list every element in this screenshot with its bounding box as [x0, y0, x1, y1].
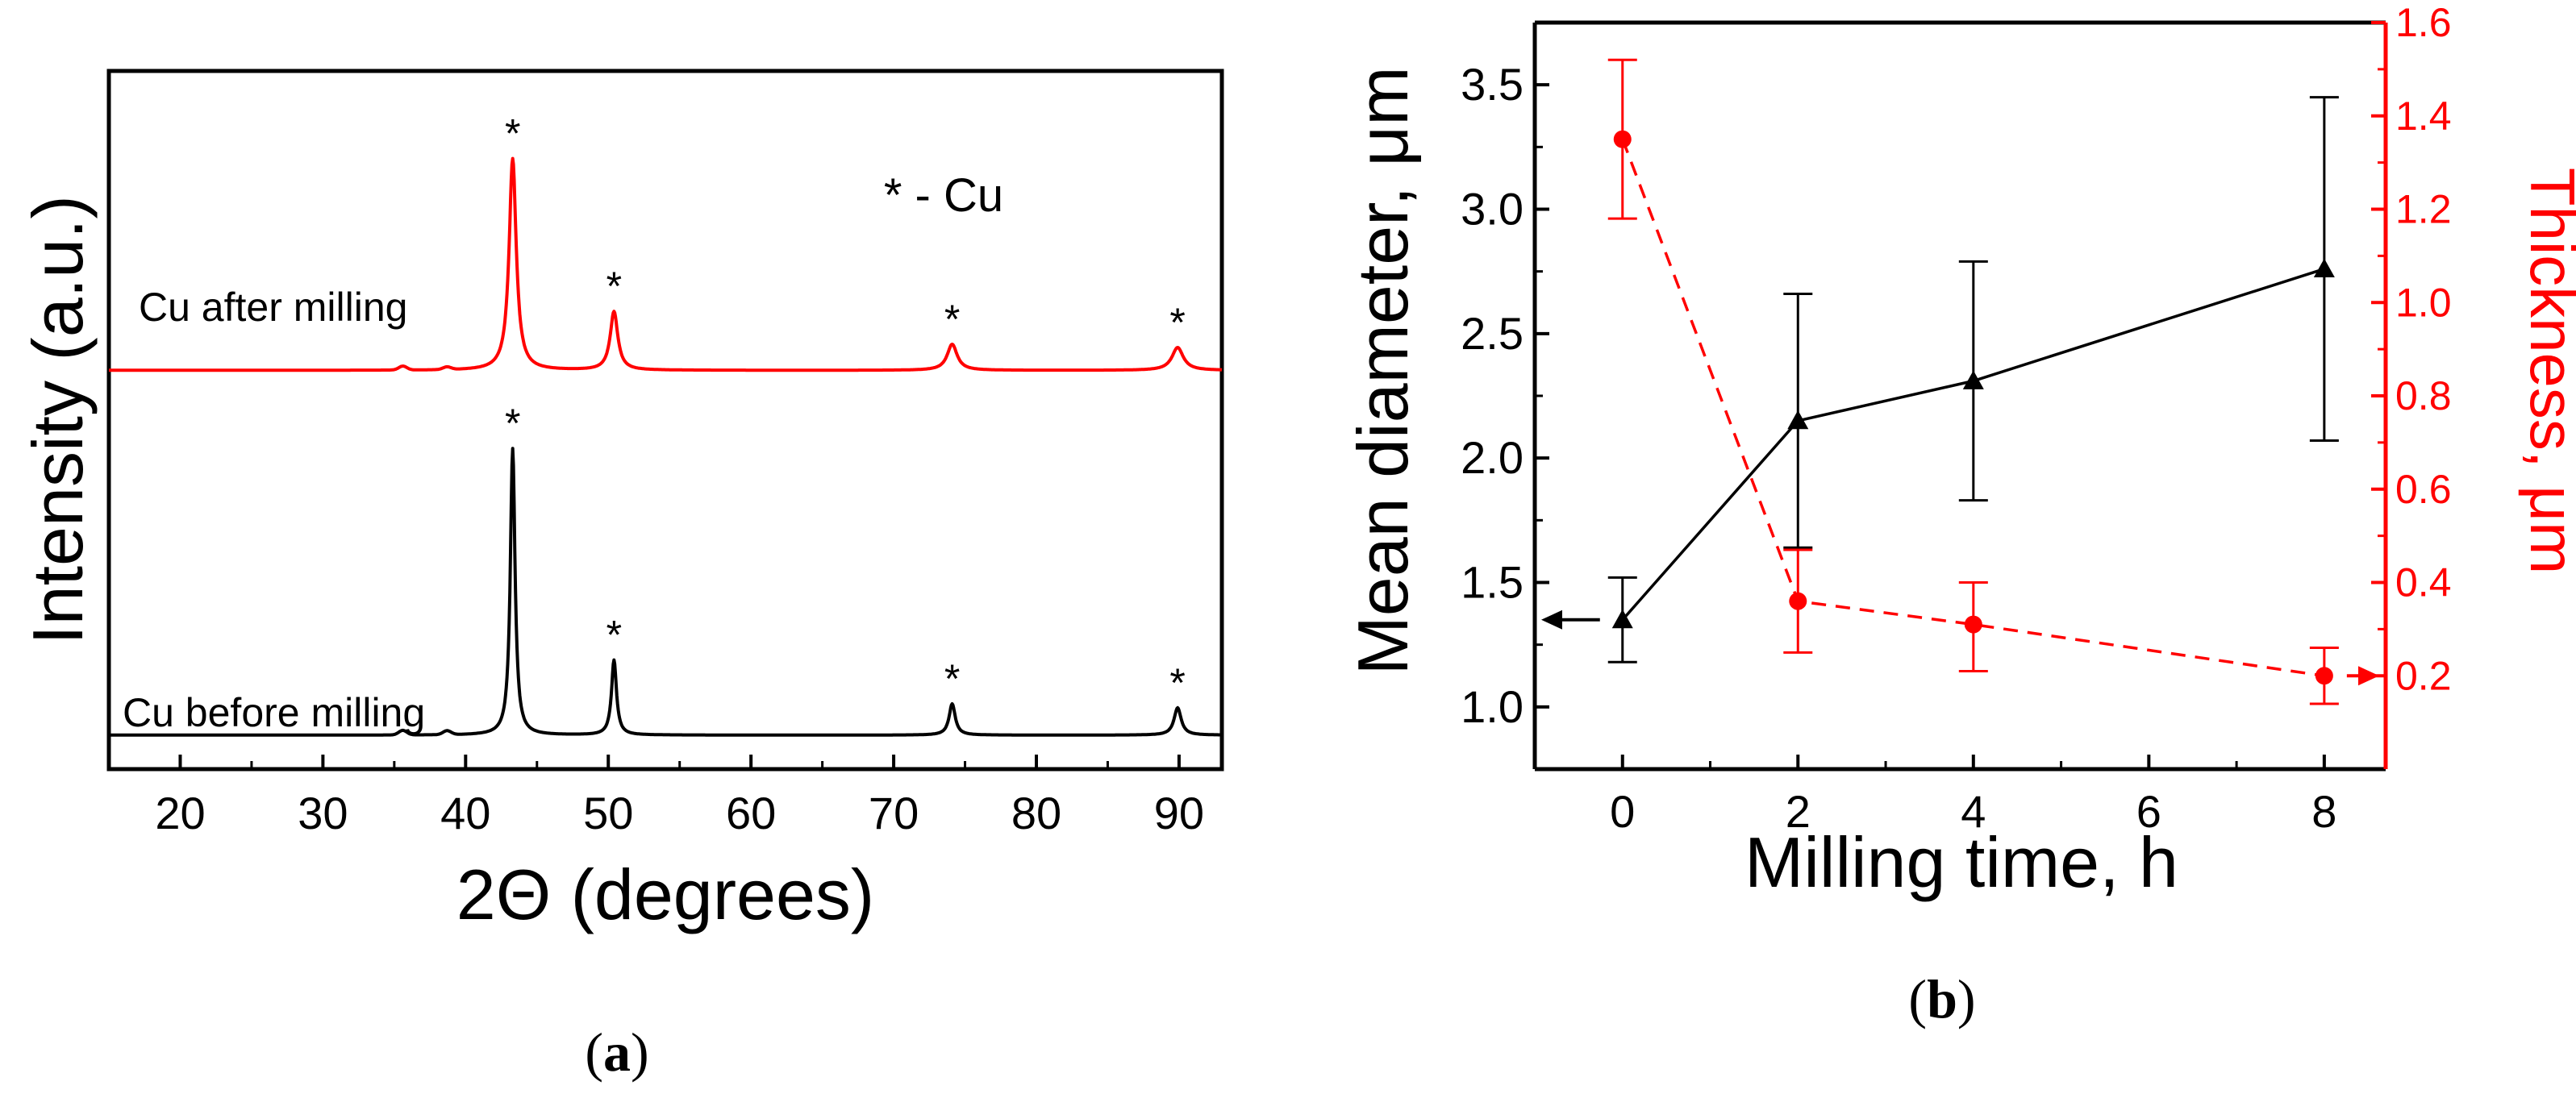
peak-marker-star: *: [505, 401, 520, 446]
right-y-tick-label: 0.4: [2395, 560, 2452, 605]
x-tick-label: 70: [869, 788, 919, 838]
x-tick-label: 20: [155, 788, 205, 838]
left-y-tick-label: 2.0: [1461, 432, 1524, 483]
panel-a-xrd-chart: 20 30 40 50 60 70 80 90 * * * * * * * * * - Cu Cu afte…: [18, 69, 1224, 1083]
panel-a-y-axis-title: Intensity (a.u.): [18, 195, 98, 645]
peak-marker-star: *: [944, 656, 960, 701]
panel-b-label: (b): [1908, 968, 1975, 1030]
x-tick-label: 8: [2311, 786, 2336, 837]
xrd-pattern-cu-after-milling: [107, 156, 1223, 372]
thickness-point: [2315, 667, 2333, 685]
right-y-tick-label: 0.6: [2395, 467, 2452, 512]
panel-a-x-ticks: 20 30 40 50 60 70 80 90: [107, 755, 1204, 838]
panel-b-label-close: ): [1957, 968, 1976, 1030]
peak-marker-star: *: [1169, 300, 1185, 345]
mean-diameter-line: [1621, 267, 2325, 621]
panel-b-right-y-ticks: 0.2 0.4 0.6 0.8 1.0 1.2 1.4 1.6: [2371, 0, 2452, 698]
right-y-tick-label: 0.8: [2395, 373, 2452, 418]
panel-b-series: [1541, 58, 2379, 705]
panel-a-label-letter: a: [603, 1021, 631, 1083]
panel-a-series: [107, 156, 1223, 737]
panel-a-label: (a): [585, 1021, 648, 1083]
panel-b-x-axis-title: Milling time, h: [1744, 822, 2178, 902]
x-tick-label: 60: [726, 788, 776, 838]
plot-a-frame: [106, 69, 1224, 772]
x-tick-label: 2: [1786, 786, 1811, 837]
panel-b-milling-chart: 0 2 4 6 8 1.0 1.5 2.0 2.5 3.0 3.5 0.2 0.4 0.6 0.8 1.0…: [1343, 0, 2576, 1030]
panel-b-right-y-axis-title: Thickness, μm: [2517, 168, 2576, 574]
left-y-tick-label: 1.5: [1461, 557, 1524, 608]
panel-b-label-open: (: [1908, 968, 1927, 1030]
x-tick-label: 90: [1154, 788, 1204, 838]
panel-a-peak-markers: * * * * * * * *: [505, 111, 1186, 705]
left-y-tick-label: 3.0: [1461, 184, 1524, 235]
peak-marker-star: *: [944, 297, 960, 342]
right-y-tick-label: 1.2: [2395, 187, 2452, 232]
thickness-line: [1621, 139, 2325, 678]
panel-a-label-open: (: [585, 1021, 603, 1083]
x-tick-label: 4: [1961, 786, 1986, 837]
mean-diameter-point: [1787, 410, 1809, 430]
peak-marker-star: *: [505, 111, 520, 156]
thickness-point: [1613, 130, 1632, 148]
panel-b-left-y-axis-title: Mean diameter, μm: [1343, 66, 1423, 675]
peak-marker-star: *: [1169, 660, 1185, 705]
left-y-tick-label: 2.5: [1461, 308, 1524, 359]
x-tick-label: 80: [1011, 788, 1061, 838]
panel-b-label-letter: b: [1927, 968, 1957, 1030]
left-y-tick-label: 3.5: [1461, 59, 1524, 110]
x-tick-label: 50: [583, 788, 633, 838]
panel-a-legend: * - Cu: [884, 169, 1003, 222]
panel-b-left-y-ticks: 1.0 1.5 2.0 2.5 3.0 3.5: [1461, 59, 1549, 732]
mean-diameter-point: [1611, 609, 1633, 629]
peak-marker-star: *: [606, 613, 622, 658]
panel-a-label-close: ): [631, 1021, 649, 1083]
x-tick-label: 6: [2136, 786, 2161, 837]
series-label-after-milling: Cu after milling: [139, 285, 407, 330]
left-axis-arrow-head: [1541, 609, 1562, 630]
mean-diameter-point: [1962, 370, 1984, 389]
mean-diameter-point: [2313, 258, 2335, 277]
x-tick-label: 30: [298, 788, 348, 838]
right-y-tick-label: 1.0: [2395, 280, 2452, 325]
left-y-tick-label: 1.0: [1461, 681, 1524, 732]
xrd-pattern-cu-before-milling: [107, 447, 1223, 737]
right-y-tick-label: 0.2: [2395, 653, 2452, 698]
series-label-before-milling: Cu before milling: [123, 690, 425, 735]
panel-b-x-ticks: 0 2 4 6 8: [1533, 755, 2336, 837]
panel-a-x-axis-title: 2Θ (degrees): [456, 855, 874, 934]
thickness-point: [1789, 592, 1807, 610]
right-axis-arrow-head: [2358, 666, 2379, 686]
peak-marker-star: *: [606, 264, 622, 309]
right-y-tick-label: 1.6: [2395, 0, 2452, 45]
x-tick-label: 40: [440, 788, 490, 838]
right-y-tick-label: 1.4: [2395, 94, 2452, 139]
x-tick-label: 0: [1610, 786, 1635, 837]
thickness-point: [1964, 615, 1982, 634]
